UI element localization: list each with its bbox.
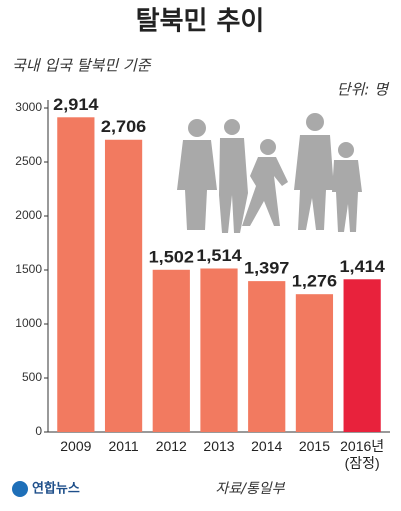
logo: 연합뉴스 <box>32 481 80 497</box>
bar <box>104 139 143 432</box>
value-label: 2,706 <box>101 117 146 136</box>
bar <box>295 294 334 432</box>
chart-title: 탈북민 추이 <box>136 7 265 37</box>
x-tick-label: 2009 <box>60 438 92 454</box>
bar <box>152 269 190 432</box>
y-tick-label: 2000 <box>15 208 42 222</box>
value-label: 1,414 <box>339 257 385 276</box>
x-tick-label: 2014 <box>251 438 283 454</box>
unit-label: 단위: 명 <box>337 81 390 99</box>
value-label: 1,514 <box>196 246 242 265</box>
y-tick-label: 1500 <box>15 262 42 276</box>
y-tick-label: 0 <box>35 424 42 438</box>
x-tick-label: 2011 <box>108 438 139 454</box>
bar <box>200 268 238 432</box>
bar <box>248 281 286 432</box>
x-tick-label: 2012 <box>155 438 187 454</box>
value-label: 2,914 <box>53 95 99 114</box>
bar <box>57 117 95 433</box>
logo-mark <box>12 481 28 497</box>
value-label: 1,397 <box>244 259 289 278</box>
bar <box>343 279 381 432</box>
y-tick-label: 3000 <box>15 100 42 114</box>
x-tick-label: 2013 <box>203 438 235 454</box>
y-tick-label: 500 <box>22 370 42 384</box>
value-label: 1,502 <box>149 247 194 266</box>
y-tick-label: 2500 <box>15 154 42 168</box>
x-tick-label: 2016년 (잠정) <box>340 438 385 471</box>
silhouettes <box>177 113 362 233</box>
source: 자료/통일부 <box>215 481 285 497</box>
subtitle: 국내 입국 탈북민 기준 <box>12 57 152 75</box>
y-tick-label: 1000 <box>15 316 42 330</box>
x-tick-label: 2015 <box>298 438 330 454</box>
value-label: 1,276 <box>292 272 337 291</box>
